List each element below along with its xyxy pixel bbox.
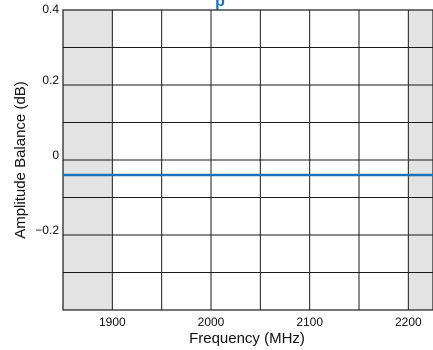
- y-tick-label-2: 0: [52, 148, 59, 162]
- y-tick-label-1: 0.2: [42, 73, 59, 87]
- chart-title-fragment: p: [215, 0, 225, 10]
- plot-frame: [62, 9, 433, 311]
- x-tick-label-2: 2100: [296, 315, 323, 329]
- y-tick-label-0: 0.4: [42, 2, 59, 16]
- grid: [62, 9, 433, 311]
- x-tick-label-0: 1900: [99, 315, 126, 329]
- x-tick-label-1: 2000: [198, 315, 225, 329]
- x-axis-title: Frequency (MHz): [189, 330, 305, 347]
- x-tick-label-3: 2200: [395, 315, 422, 329]
- y-axis-title: Amplitude Balance (dB): [12, 81, 29, 239]
- tick-labels: 1900 2000 2100 2200 0.4 0.2 0 −0.2: [35, 2, 422, 329]
- y-tick-label-3: −0.2: [35, 223, 59, 237]
